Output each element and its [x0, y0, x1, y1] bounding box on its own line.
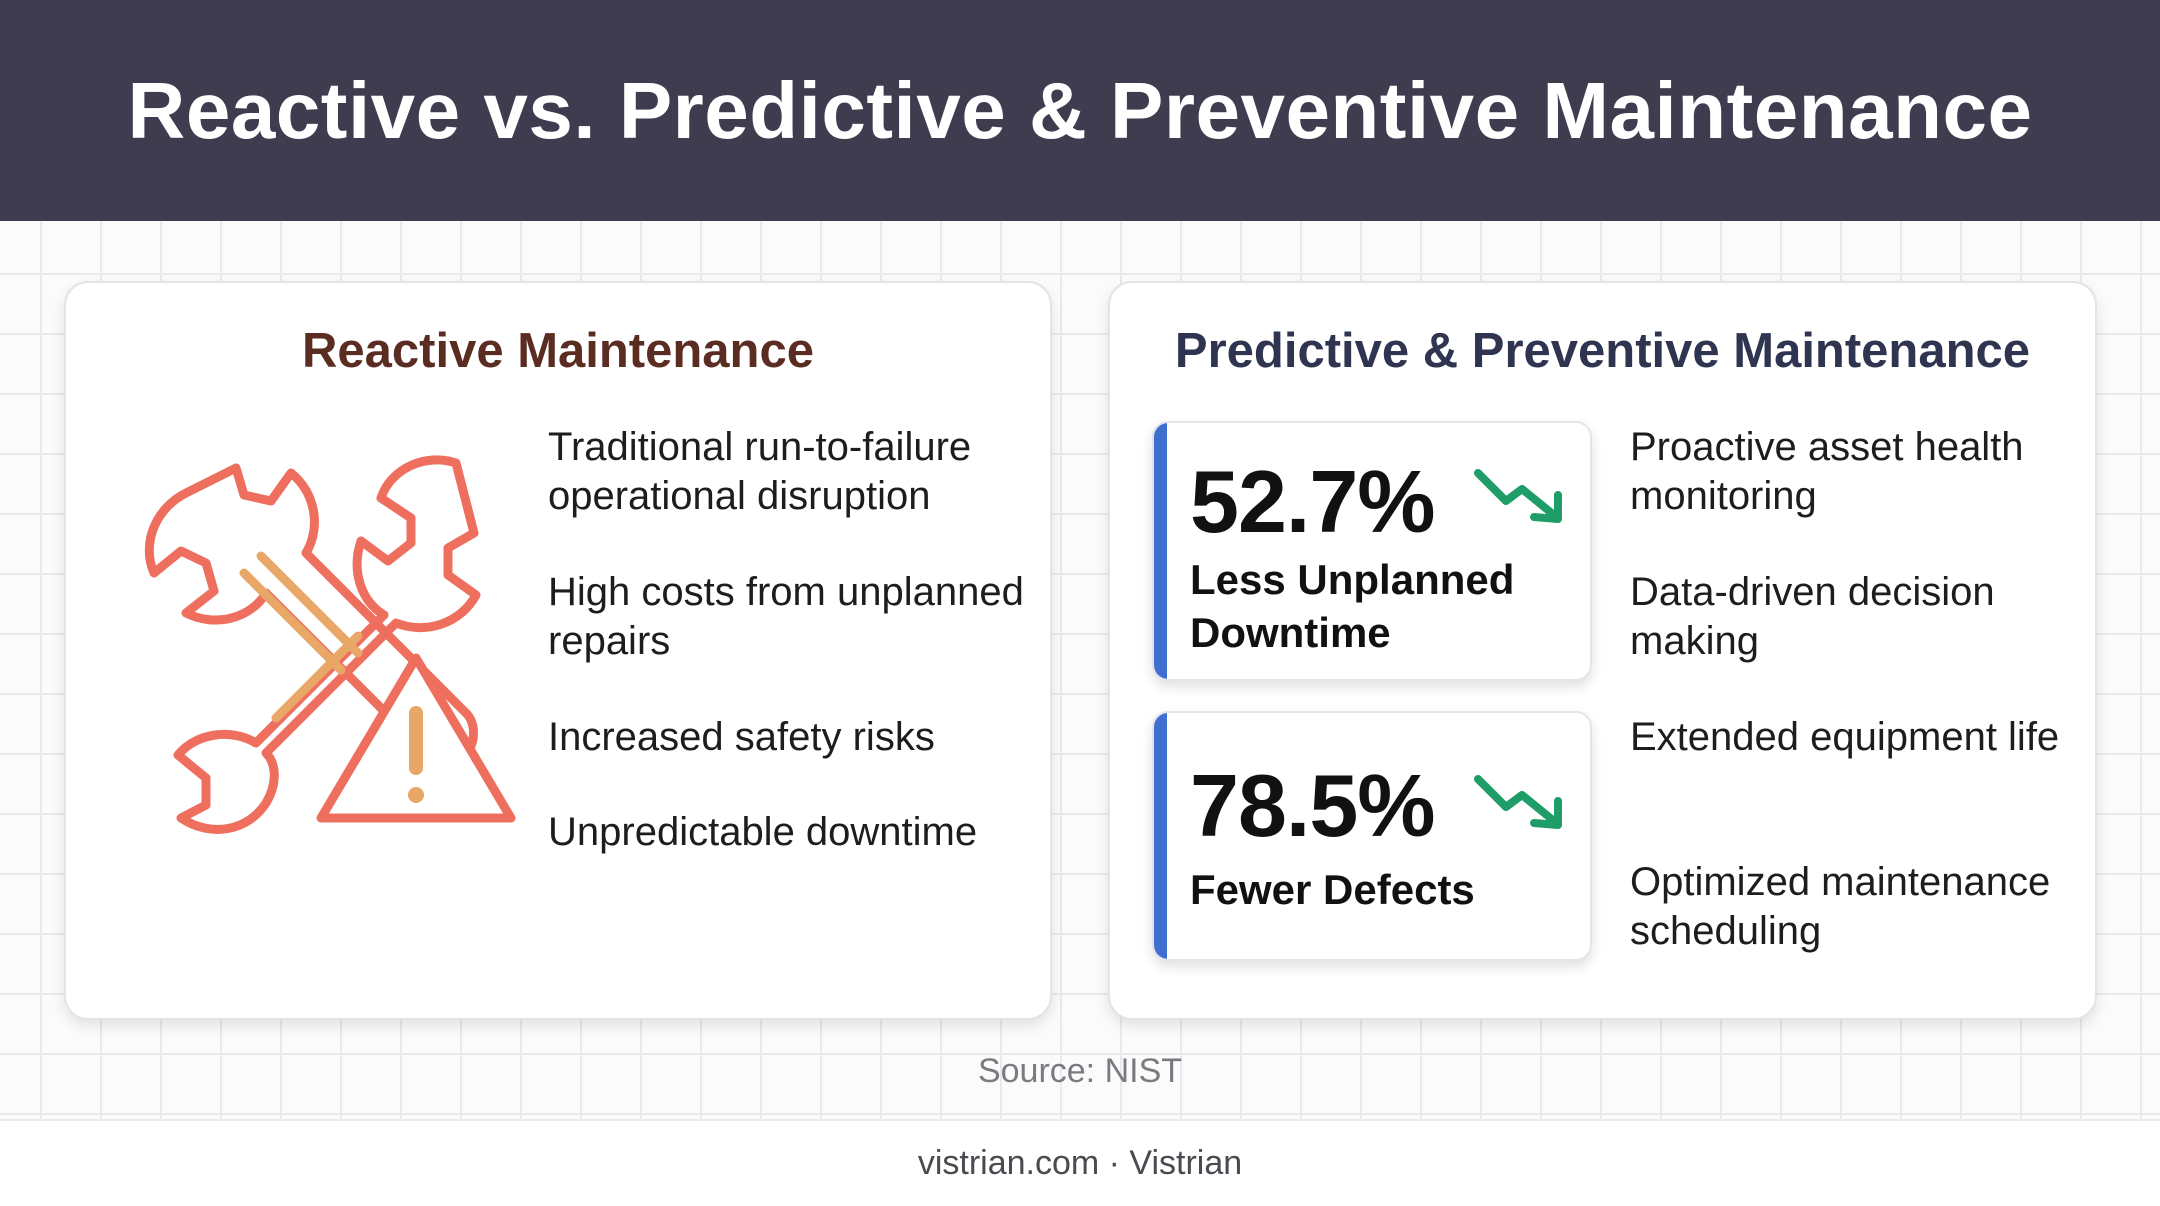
footer-text[interactable]: vistrian.com · Vistrian: [917, 1144, 1243, 1182]
stat-value: 52.7%: [1190, 452, 1436, 551]
list-item: Extended equipment life: [1630, 715, 2060, 759]
list-item: Unpredictable downtime: [548, 810, 978, 854]
list-item: Optimized maintenance scheduling: [1630, 860, 2051, 953]
header-banner: Reactive vs. Predictive & Preventive Mai…: [0, 0, 2160, 221]
list-item: High costs from unplanned repairs: [548, 570, 1024, 663]
list-item: Data-driven decision making: [1630, 570, 1995, 663]
source-note: Source: NIST: [977, 1052, 1183, 1090]
reactive-card: Reactive Maintenance Traditional run-to-…: [64, 281, 1052, 1020]
page-title: Reactive vs. Predictive & Preventive Mai…: [127, 65, 2033, 155]
trend-down-icon: [1474, 469, 1562, 523]
list-item: Proactive asset health monitoring: [1630, 425, 2024, 518]
stat-card-defects: 78.5% Fewer Defects: [1152, 711, 1592, 961]
list-item: Increased safety risks: [548, 715, 935, 759]
list-item: Traditional run-to-failure operational d…: [548, 425, 972, 518]
predictive-card: Predictive & Preventive Maintenance 52.7…: [1108, 281, 2097, 1020]
stat-label: Fewer Defects: [1190, 866, 1475, 913]
predictive-card-title: Predictive & Preventive Maintenance: [1174, 324, 2031, 378]
trend-down-icon: [1474, 775, 1562, 829]
stat-value: 78.5%: [1190, 756, 1436, 855]
footer: vistrian.com · Vistrian: [0, 1119, 2160, 1206]
crossed-wrenches-warning-icon: [144, 455, 516, 834]
stat-label: Less Unplanned Downtime: [1190, 556, 1515, 656]
stat-card-downtime: 52.7% Less Unplanned Downtime: [1152, 421, 1592, 681]
reactive-card-title: Reactive Maintenance: [302, 324, 814, 378]
